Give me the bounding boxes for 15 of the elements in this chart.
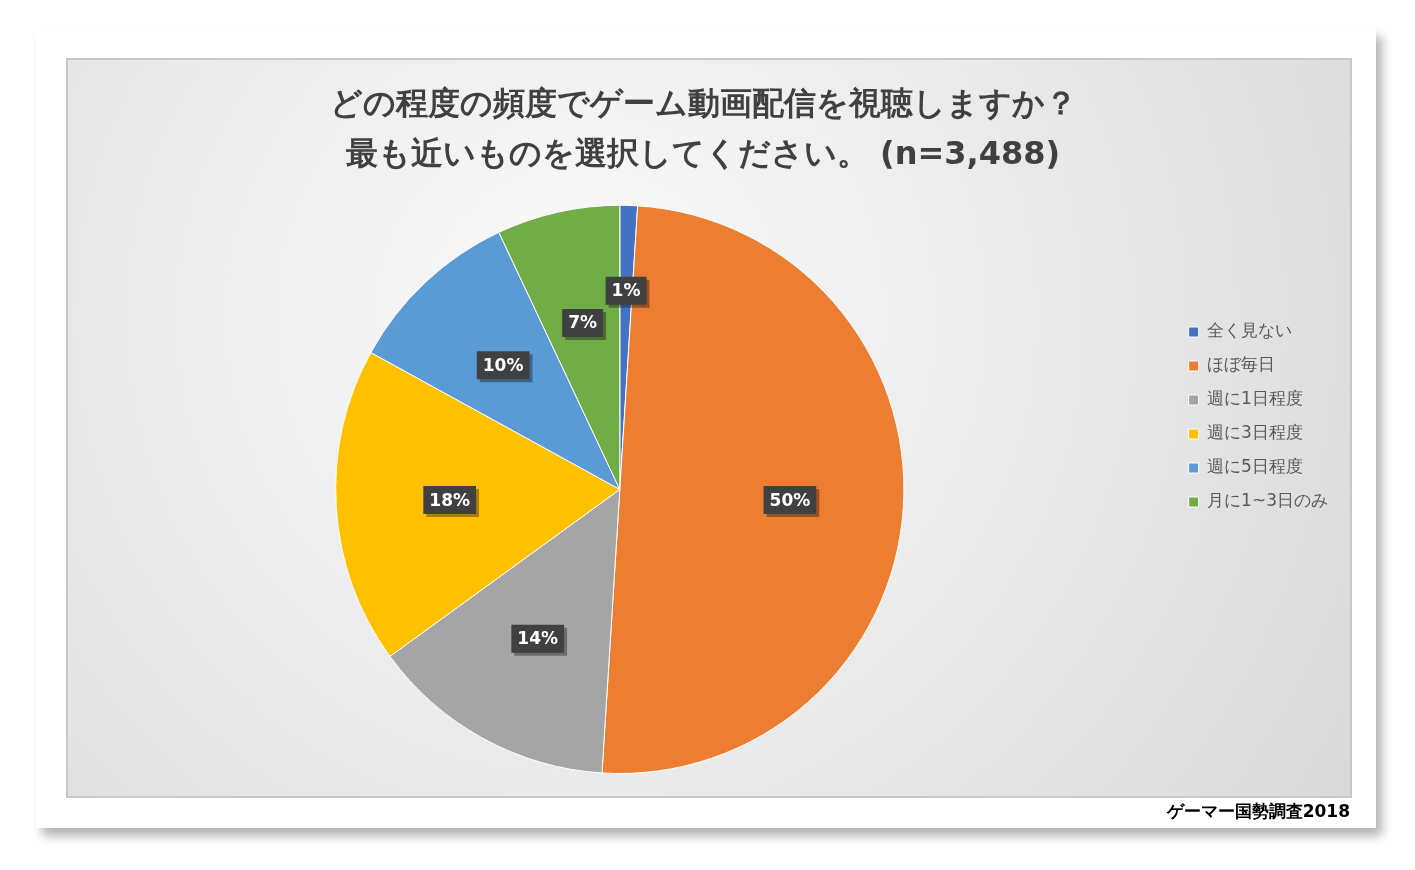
legend-label: ほぼ毎日 [1207, 354, 1276, 375]
data-label: 50% [769, 489, 811, 510]
legend-label: 週に3日程度 [1207, 422, 1303, 443]
legend-label: 全く見ない [1207, 320, 1293, 341]
data-label: 1% [611, 280, 641, 301]
chart-subtitle: 最も近いものを選択してください。 (n=3,488) [345, 133, 1061, 172]
legend-label: 週に1日程度 [1207, 388, 1303, 409]
data-label: 10% [482, 354, 524, 375]
chart-title: どの程度の頻度でゲーム動画配信を視聴しますか？ [329, 83, 1077, 122]
data-label: 7% [568, 312, 598, 333]
legend-label: 週に5日程度 [1207, 456, 1303, 477]
legend-label: 月に1~3日のみ [1207, 490, 1329, 511]
data-label: 14% [517, 628, 559, 649]
data-label: 18% [429, 489, 471, 510]
text: ゲーマー国勢調査2018 [1166, 800, 1350, 823]
